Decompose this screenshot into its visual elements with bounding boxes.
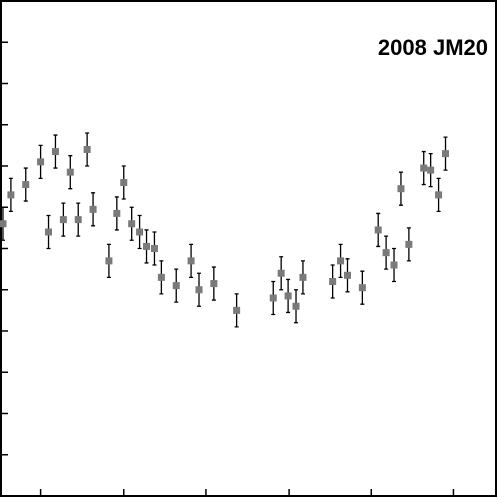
data-point-17 bbox=[150, 245, 158, 252]
data-point-41 bbox=[442, 150, 450, 158]
data-point-6 bbox=[59, 216, 67, 224]
data-point-7 bbox=[66, 168, 74, 176]
data-point-4 bbox=[45, 228, 53, 236]
chart-title: 2008 JM20 bbox=[378, 35, 488, 60]
data-point-10 bbox=[89, 205, 97, 213]
data-point-33 bbox=[374, 226, 382, 234]
data-point-23 bbox=[233, 306, 241, 314]
data-point-26 bbox=[284, 292, 292, 300]
data-point-13 bbox=[120, 179, 128, 186]
data-point-0 bbox=[0, 220, 7, 228]
data-point-2 bbox=[22, 181, 30, 189]
data-point-32 bbox=[358, 284, 366, 292]
data-point-30 bbox=[337, 257, 345, 265]
data-point-12 bbox=[113, 209, 121, 217]
data-point-1 bbox=[7, 191, 15, 199]
data-point-28 bbox=[299, 273, 307, 281]
data-point-21 bbox=[195, 286, 203, 294]
data-point-34 bbox=[382, 249, 390, 257]
data-point-3 bbox=[37, 158, 45, 166]
data-point-11 bbox=[105, 257, 113, 265]
data-point-40 bbox=[435, 191, 443, 199]
data-point-25 bbox=[277, 269, 285, 277]
data-point-35 bbox=[390, 261, 398, 269]
data-point-9 bbox=[83, 146, 91, 153]
data-point-39 bbox=[427, 166, 435, 174]
data-point-15 bbox=[136, 228, 144, 236]
data-point-38 bbox=[420, 164, 428, 172]
data-points bbox=[0, 132, 450, 328]
data-point-36 bbox=[397, 185, 405, 193]
data-point-16 bbox=[143, 242, 151, 250]
data-point-31 bbox=[344, 271, 351, 279]
data-point-14 bbox=[128, 220, 136, 228]
data-point-22 bbox=[210, 280, 218, 288]
data-point-27 bbox=[292, 302, 300, 310]
data-point-5 bbox=[51, 148, 59, 156]
data-point-18 bbox=[157, 273, 165, 281]
data-point-19 bbox=[172, 282, 180, 290]
data-point-8 bbox=[74, 216, 82, 224]
data-point-24 bbox=[269, 294, 277, 302]
data-point-20 bbox=[187, 257, 195, 265]
axis-ticks bbox=[1, 41, 455, 496]
data-point-37 bbox=[405, 240, 413, 248]
data-point-29 bbox=[329, 278, 337, 285]
